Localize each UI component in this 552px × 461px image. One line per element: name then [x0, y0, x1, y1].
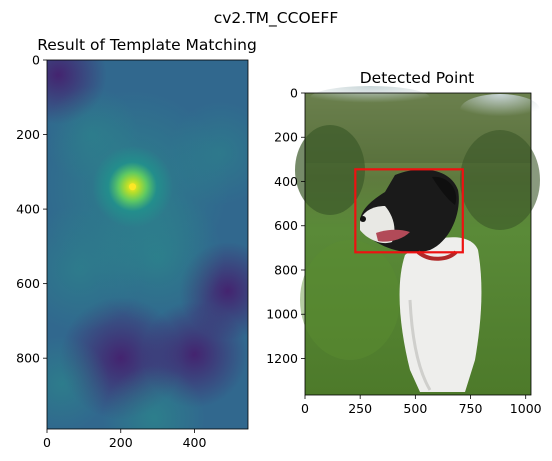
dog-body — [399, 237, 482, 392]
dog-ear — [432, 176, 457, 205]
photo-frame — [304, 92, 532, 396]
heatmap-title: Result of Template Matching — [37, 36, 257, 54]
photo-axes: Detected Point 0 250 500 750 1000 0 200 400 600 8… — [266, 69, 541, 416]
heatmap-image — [47, 60, 248, 429]
heatmap-peak — [129, 183, 137, 191]
heatmap-high-region — [47, 335, 110, 429]
photo-xtick-label: 500 — [403, 401, 427, 416]
dog-photo — [295, 86, 540, 395]
detection-box — [354, 168, 464, 254]
dog-leg-shade — [408, 299, 432, 391]
bush-left — [295, 125, 365, 215]
photo-xtick-label: 0 — [301, 401, 309, 416]
photo-ytick-label: 400 — [274, 174, 298, 189]
photo-ticks: 0 250 500 750 1000 0 200 400 600 800 1000 1200 — [266, 86, 541, 417]
photo-ytick-label: 800 — [274, 262, 298, 277]
heatmap-xtick-label: 200 — [109, 435, 133, 450]
bush-right — [460, 130, 540, 230]
heatmap-frame — [46, 59, 249, 430]
heatmap-high-region — [102, 365, 206, 429]
sky-patch — [310, 86, 430, 110]
grass-patch — [300, 240, 400, 360]
heatmap-ytick-label: 0 — [32, 53, 40, 68]
heatmap-ytick-label: 600 — [16, 276, 40, 291]
dog-nose — [360, 216, 366, 222]
sky-patch-right — [460, 94, 540, 126]
figure-suptitle: cv2.TM_CCOEFF — [214, 9, 339, 28]
photo-ytick-label: 200 — [274, 130, 298, 145]
dog-mouth — [376, 229, 410, 242]
photo-ytick-label: 1200 — [266, 351, 298, 366]
photo-xtick-label: 1000 — [510, 401, 542, 416]
photo-xtick-label: 750 — [459, 401, 483, 416]
heatmap-xtick-label: 400 — [183, 435, 207, 450]
heatmap-ytick-label: 200 — [16, 127, 40, 142]
heatmap-ticks: 0 200 400 0 200 400 600 800 — [16, 53, 206, 451]
photo-ytick-label: 0 — [290, 86, 298, 101]
photo-ytick-label: 1000 — [266, 307, 298, 322]
photo-title: Detected Point — [360, 69, 474, 87]
photo-xtick-label: 250 — [348, 401, 372, 416]
dog-collar — [416, 250, 458, 261]
heatmap-axes: Result of Template Matching 0 200 400 0 200 4… — [16, 36, 257, 451]
heatmap-ytick-label: 400 — [16, 202, 40, 217]
heatmap-xtick-label: 0 — [43, 435, 51, 450]
photo-ytick-label: 600 — [274, 218, 298, 233]
heatmap-ytick-label: 800 — [16, 351, 40, 366]
